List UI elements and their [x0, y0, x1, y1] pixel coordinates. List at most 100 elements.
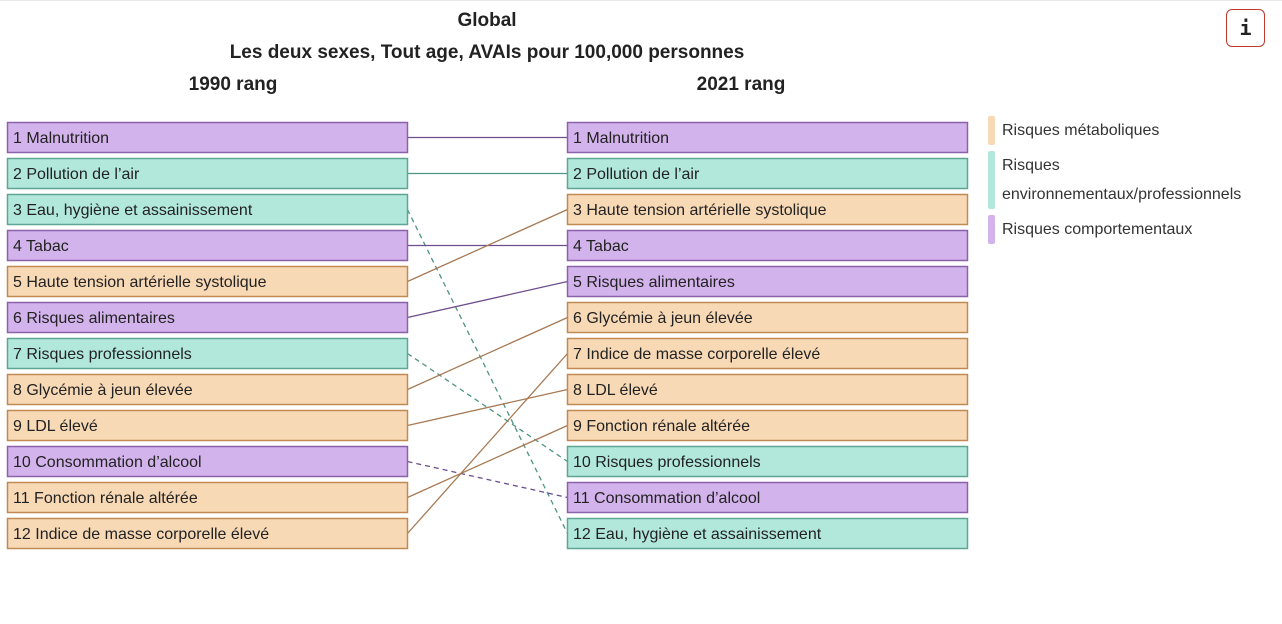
- left-rank-box: [6, 265, 409, 298]
- chart-title: Global: [457, 10, 517, 31]
- left-rank-item: 5 Haute tension artérielle systolique: [6, 265, 409, 298]
- connector-lines: [406, 136, 569, 534]
- left-rank-label: 7 Risques professionnels: [13, 346, 192, 363]
- right-rank-label: 1 Malnutrition: [573, 130, 669, 147]
- legend-swatch: [988, 151, 995, 209]
- right-rank-item: 7 Indice de masse corporelle élevé: [566, 337, 969, 370]
- right-rank-box: [566, 193, 969, 226]
- left-rank-box: [6, 373, 409, 406]
- left-rank-label: 3 Eau, hygiène et assainissement: [13, 202, 253, 219]
- left-rank-item: 9 LDL élevé: [6, 409, 409, 442]
- left-rank-box: [6, 445, 409, 478]
- connector-line: [407, 280, 568, 319]
- legend-swatch: [988, 215, 995, 244]
- info-button[interactable]: i: [1226, 9, 1265, 47]
- right-rank-box: [566, 517, 969, 550]
- left-rank-box: [6, 229, 409, 262]
- right-rank-label: 12 Eau, hygiène et assainissement: [573, 526, 822, 543]
- left-rank-label: 5 Haute tension artérielle systolique: [13, 274, 267, 291]
- connector-line: [407, 353, 568, 534]
- left-rank-label: 4 Tabac: [13, 238, 69, 255]
- chart-subtitle: Les deux sexes, Tout age, AVAIs pour 100…: [229, 42, 745, 63]
- legend-item: Risques métaboliques: [988, 116, 1278, 145]
- right-rank-label: 5 Risques alimentaires: [573, 274, 735, 291]
- legend-label: Risques métaboliques: [1002, 122, 1160, 139]
- left-rank-box: [6, 121, 409, 154]
- legend: Risques métaboliques Risques environnemen…: [988, 116, 1278, 250]
- connector-line: [407, 388, 568, 427]
- right-rank-label: 9 Fonction rénale altérée: [573, 418, 750, 435]
- right-rank-box: [566, 229, 969, 262]
- left-rank-item: 6 Risques alimentaires: [6, 301, 409, 334]
- legend-item: Risques environnementaux/professionnels: [988, 151, 1278, 209]
- right-rank-item: 12 Eau, hygiène et assainissement: [566, 517, 969, 550]
- right-rank-item: 6 Glycémie à jeun élevée: [566, 301, 969, 334]
- right-rank-label: 4 Tabac: [573, 238, 629, 255]
- left-rank-item: 3 Eau, hygiène et assainissement: [6, 193, 409, 226]
- info-icon: i: [1239, 16, 1252, 40]
- left-rank-box: [6, 517, 409, 550]
- right-rank-item: 2 Pollution de l’air: [566, 157, 969, 190]
- right-rank-item: 5 Risques alimentaires: [566, 265, 969, 298]
- connector-line: [407, 316, 568, 391]
- right-rank-item: 3 Haute tension artérielle systolique: [566, 193, 969, 226]
- connector-line: [407, 208, 568, 283]
- left-rank-item: 8 Glycémie à jeun élevée: [6, 373, 409, 406]
- left-rank-item: 4 Tabac: [6, 229, 409, 262]
- left-rank-label: 1 Malnutrition: [13, 130, 109, 147]
- right-rank-box: [566, 409, 969, 442]
- left-rank-label: 8 Glycémie à jeun élevée: [13, 382, 193, 399]
- top-border: [0, 0, 1282, 1]
- legend-item: Risques comportementaux: [988, 215, 1278, 244]
- right-rank-label: 7 Indice de masse corporelle élevé: [573, 346, 820, 363]
- left-rank-label: 6 Risques alimentaires: [13, 310, 175, 327]
- right-rank-box: [566, 481, 969, 514]
- right-rank-box: [566, 265, 969, 298]
- right-rank-label: 8 LDL élevé: [573, 382, 658, 399]
- right-rank-item: 9 Fonction rénale altérée: [566, 409, 969, 442]
- legend-label: Risques comportementaux: [1002, 221, 1193, 238]
- left-column-header: 1990 rang: [188, 74, 278, 95]
- left-rank-box: [6, 157, 409, 190]
- right-rank-box: [566, 121, 969, 154]
- left-rank-item: 7 Risques professionnels: [6, 337, 409, 370]
- right-rank-label: 10 Risques professionnels: [573, 454, 761, 471]
- rank-chart: 1 Malnutrition 2 Pollution de l’air 3 Eau,…: [6, 121, 969, 550]
- left-rank-box: [6, 301, 409, 334]
- right-rank-item: 1 Malnutrition: [566, 121, 969, 154]
- right-rank-box: [566, 373, 969, 406]
- connector-line: [407, 460, 568, 499]
- left-rank-box: [6, 193, 409, 226]
- right-rank-item: 8 LDL élevé: [566, 373, 969, 406]
- right-rank-box: [566, 445, 969, 478]
- left-rank-box: [6, 337, 409, 370]
- left-rank-item: 10 Consommation d’alcool: [6, 445, 409, 478]
- right-rank-item: 10 Risques professionnels: [566, 445, 969, 478]
- right-rank-box: [566, 337, 969, 370]
- legend-swatch: [988, 116, 995, 145]
- right-rank-item: 4 Tabac: [566, 229, 969, 262]
- left-rank-label: 2 Pollution de l’air: [13, 166, 140, 183]
- left-rank-box: [6, 409, 409, 442]
- rank-2021-column: 1 Malnutrition 2 Pollution de l’air 3 Haut…: [566, 121, 969, 550]
- right-rank-label: 11 Consommation d’alcool: [573, 490, 760, 507]
- legend-label: Risques environnementaux/professionnels: [1002, 157, 1242, 203]
- left-rank-item: 12 Indice de masse corporelle élevé: [6, 517, 409, 550]
- connector-line: [406, 209, 569, 534]
- left-rank-item: 1 Malnutrition: [6, 121, 409, 154]
- right-rank-item: 11 Consommation d’alcool: [566, 481, 969, 514]
- right-rank-box: [566, 301, 969, 334]
- left-rank-item: 2 Pollution de l’air: [6, 157, 409, 190]
- left-rank-item: 11 Fonction rénale altérée: [6, 481, 409, 514]
- right-column-header: 2021 rang: [696, 74, 786, 95]
- rank-1990-column: 1 Malnutrition 2 Pollution de l’air 3 Eau,…: [6, 121, 409, 550]
- left-rank-label: 9 LDL élevé: [13, 418, 98, 435]
- right-rank-label: 2 Pollution de l’air: [573, 166, 700, 183]
- right-rank-label: 6 Glycémie à jeun élevée: [573, 310, 753, 327]
- left-rank-label: 11 Fonction rénale altérée: [13, 490, 198, 507]
- left-rank-box: [6, 481, 409, 514]
- right-rank-label: 3 Haute tension artérielle systolique: [573, 202, 827, 219]
- left-rank-label: 10 Consommation d’alcool: [13, 454, 202, 471]
- left-rank-label: 12 Indice de masse corporelle élevé: [13, 526, 269, 543]
- connector-line: [407, 424, 568, 499]
